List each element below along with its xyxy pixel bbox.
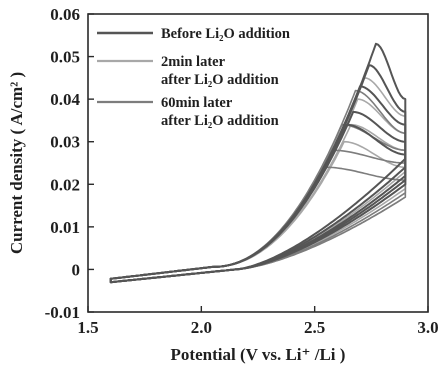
series-1-cycle-4 (109, 110, 407, 284)
plot-frame (87, 13, 429, 313)
y-tick-label: -0.01 (45, 303, 80, 322)
legend-label-2: 2min later (161, 54, 226, 70)
y-tick-label: 0.03 (50, 133, 80, 152)
legend-label-3: 60min later (161, 95, 233, 111)
x-tick-label: 2.5 (304, 318, 325, 337)
series-1-cycle-5 (109, 123, 407, 284)
axes (87, 13, 429, 313)
y-tick-label: 0.06 (50, 5, 80, 24)
x-tick-label: 1.5 (77, 318, 98, 337)
y-axis-title: Current density ( A/cm² ) (7, 72, 26, 254)
legend-label-2-line2: after Li₂O addition (161, 72, 279, 88)
x-tick-label: 2.0 (191, 318, 212, 337)
legend: Before Li₂O addition 2min later after Li₂O… (97, 26, 290, 129)
y-tick-label: 0.05 (50, 48, 80, 67)
legend-label-3-line2: after Li₂O addition (161, 113, 279, 129)
x-tick-label: 3.0 (417, 318, 438, 337)
x-axis-title: Potential (V vs. Li⁺ /Li ) (171, 345, 346, 364)
legend-label-1: Before Li₂O addition (161, 26, 290, 42)
series-1-cycle-2 (109, 64, 407, 284)
y-tick-label: 0.02 (50, 175, 80, 194)
ticks: 1.5 2.0 2.5 3.0 -0.01 0 0.01 0.02 0.03 0.04 0.05 0.… (45, 5, 439, 337)
plot-curves (109, 42, 407, 284)
y-tick-label: 0.01 (50, 218, 80, 237)
y-tick-label: 0 (72, 260, 81, 279)
y-tick-label: 0.04 (50, 90, 80, 109)
